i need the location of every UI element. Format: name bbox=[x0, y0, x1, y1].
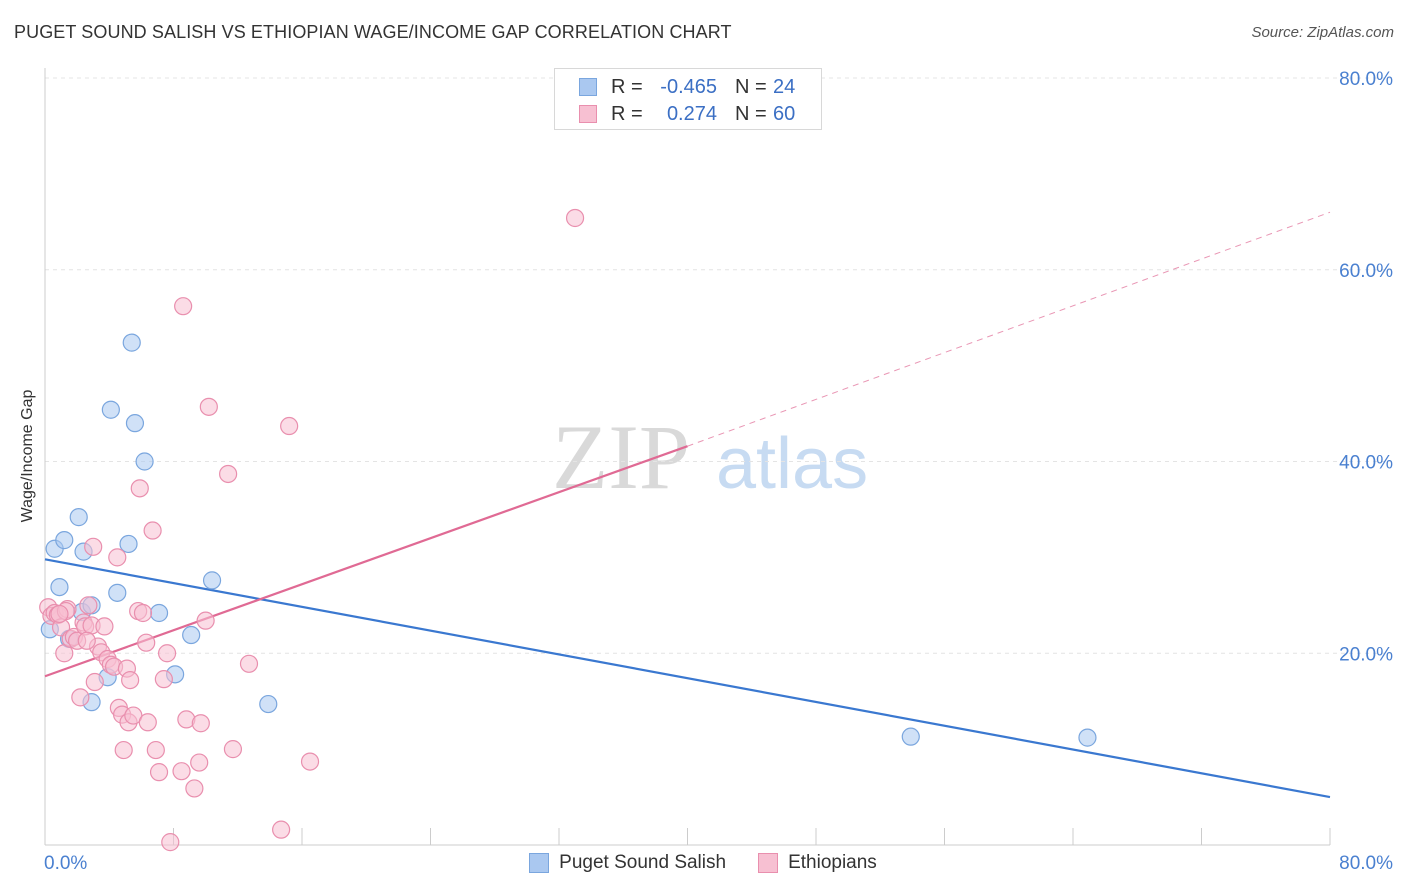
legend-r-value: -0.465 bbox=[660, 75, 717, 98]
legend-r-label: R = bbox=[611, 102, 643, 125]
point-ethiopians-54 bbox=[280, 416, 299, 436]
legend-r-label: R = bbox=[611, 75, 643, 98]
point-ethiopians-36 bbox=[143, 521, 162, 540]
trend-line-ethiopians-extension bbox=[687, 211, 1331, 447]
point-ethiopians-15 bbox=[84, 537, 103, 556]
legend-n-label: N = bbox=[735, 102, 767, 125]
legend-r-value: 0.274 bbox=[666, 102, 717, 125]
series-legend: Puget Sound Salish Ethiopians bbox=[0, 852, 1406, 874]
point-ethiopians-34 bbox=[137, 633, 156, 652]
legend-swatch-ethiopians bbox=[758, 853, 779, 873]
data-points bbox=[39, 208, 1097, 852]
point-ethiopians-50 bbox=[219, 464, 238, 484]
point-ethiopians-43 bbox=[174, 297, 193, 316]
correlation-legend: R = -0.465 N = 24 R = 0.274 N = 60 bbox=[554, 68, 822, 130]
point-salish-15 bbox=[125, 414, 145, 433]
y-tick-label-0: 20.0% bbox=[1339, 644, 1393, 665]
legend-label-ethiopians: Ethiopians bbox=[788, 852, 877, 873]
point-ethiopians-52 bbox=[239, 654, 259, 673]
legend-swatch-ethiopians bbox=[579, 105, 597, 123]
point-ethiopians-48 bbox=[196, 611, 215, 630]
gridlines bbox=[45, 77, 1392, 654]
point-ethiopians-16 bbox=[85, 672, 104, 692]
point-salish-2 bbox=[50, 577, 69, 597]
point-ethiopians-29 bbox=[121, 670, 140, 690]
watermark-zip: ZIP bbox=[552, 406, 690, 508]
point-ethiopians-58 bbox=[77, 631, 96, 650]
point-salish-20 bbox=[202, 571, 222, 590]
point-ethiopians-56 bbox=[565, 208, 585, 228]
point-ethiopians-55 bbox=[300, 752, 320, 771]
point-ethiopians-42 bbox=[172, 762, 191, 781]
point-ethiopians-45 bbox=[185, 779, 204, 798]
point-salish-22 bbox=[901, 727, 920, 746]
y-tick-label-1: 40.0% bbox=[1339, 453, 1393, 474]
legend-row-salish: R = -0.465 N = 24 bbox=[579, 75, 795, 99]
point-ethiopians-49 bbox=[199, 397, 218, 416]
point-ethiopians-51 bbox=[223, 740, 243, 759]
trend-line-salish bbox=[44, 558, 1331, 799]
point-ethiopians-40 bbox=[157, 644, 177, 663]
point-ethiopians-41 bbox=[161, 833, 180, 852]
point-salish-12 bbox=[108, 583, 127, 602]
watermark-atlas: atlas bbox=[716, 424, 868, 504]
legend-item-salish[interactable]: Puget Sound Salish bbox=[529, 852, 726, 874]
point-salish-11 bbox=[101, 400, 120, 419]
point-ethiopians-33 bbox=[133, 603, 153, 623]
point-salish-19 bbox=[182, 625, 201, 645]
y-tick-label-2: 60.0% bbox=[1339, 261, 1393, 282]
legend-swatch-salish bbox=[579, 78, 597, 96]
legend-n-value: 24 bbox=[773, 75, 796, 98]
tick-labels: 20.0% 40.0% 60.0% 80.0% 0.0% 80.0% bbox=[44, 69, 1393, 874]
point-ethiopians-37 bbox=[146, 740, 165, 760]
point-ethiopians-23 bbox=[108, 548, 127, 567]
source-label: Source: ZipAtlas.com bbox=[1251, 24, 1394, 41]
legend-label-salish: Puget Sound Salish bbox=[559, 852, 727, 873]
chart-title: PUGET SOUND SALISH VS ETHIOPIAN WAGE/INC… bbox=[14, 22, 732, 42]
point-ethiopians-59 bbox=[50, 604, 69, 624]
point-salish-23 bbox=[1078, 728, 1097, 747]
point-ethiopians-46 bbox=[190, 753, 209, 772]
point-ethiopians-39 bbox=[154, 670, 173, 689]
point-ethiopians-38 bbox=[149, 763, 169, 782]
legend-swatch-salish bbox=[529, 853, 550, 873]
legend-n-value: 60 bbox=[773, 102, 796, 125]
point-ethiopians-10 bbox=[71, 688, 90, 707]
point-ethiopians-13 bbox=[79, 596, 98, 615]
y-tick-label-3: 80.0% bbox=[1339, 69, 1393, 90]
point-salish-13 bbox=[119, 534, 138, 554]
point-ethiopians-19 bbox=[95, 617, 114, 636]
point-salish-21 bbox=[259, 694, 278, 714]
watermark: ZIP atlas bbox=[552, 406, 868, 508]
point-salish-14 bbox=[122, 333, 141, 352]
point-salish-5 bbox=[69, 508, 88, 527]
point-salish-3 bbox=[55, 531, 74, 550]
point-ethiopians-35 bbox=[138, 713, 157, 732]
legend-item-ethiopians[interactable]: Ethiopians bbox=[758, 852, 877, 874]
point-ethiopians-53 bbox=[272, 820, 291, 839]
point-ethiopians-26 bbox=[114, 740, 133, 760]
point-ethiopians-32 bbox=[130, 479, 149, 498]
legend-row-ethiopians: R = 0.274 N = 60 bbox=[579, 102, 795, 126]
x-tick-label-0: 0.0% bbox=[44, 853, 87, 874]
point-salish-17 bbox=[149, 603, 169, 623]
x-tick-label-1: 80.0% bbox=[1339, 853, 1393, 874]
legend-n-label: N = bbox=[735, 75, 767, 98]
point-ethiopians-47 bbox=[191, 714, 210, 733]
point-salish-16 bbox=[135, 452, 154, 471]
